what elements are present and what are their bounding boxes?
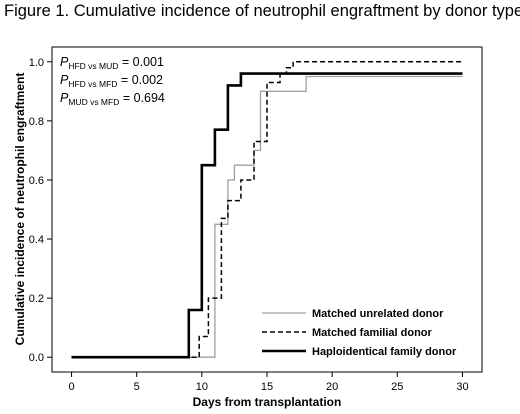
- p-value-annotations: PHFD vs MUD = 0.001 PHFD vs MFD = 0.002 PM…: [60, 55, 165, 107]
- legend-label-matched-unrelated-donor: Matched unrelated donor: [312, 308, 444, 320]
- legend-label-matched-familial-donor: Matched familial donor: [312, 327, 433, 339]
- x-tick-label: 25: [391, 381, 403, 393]
- legend-label-haploidentical-family-donor: Haploidentical family donor: [312, 346, 457, 358]
- x-axis-title: Days from transplantation: [193, 395, 342, 409]
- x-tick-label: 15: [261, 381, 273, 393]
- y-tick-label: 1.0: [29, 57, 44, 69]
- series-line-haploidentical-family-donor: [71, 72, 463, 359]
- x-tick-label: 5: [134, 381, 140, 393]
- p-value-line: PHFD vs MFD = 0.002: [60, 73, 163, 89]
- y-tick-label: 0.4: [29, 234, 44, 246]
- p-value-line: PHFD vs MUD = 0.001: [60, 55, 164, 71]
- p-value-line: PMUD vs MFD = 0.694: [60, 91, 165, 107]
- legend: Matched unrelated donor Matched familial …: [262, 308, 457, 358]
- figure-title: Figure 1. Cumulative incidence of neutro…: [4, 2, 520, 20]
- y-tick-label: 0.0: [29, 352, 44, 364]
- y-tick-label: 0.6: [29, 175, 44, 187]
- y-axis-title: Cumulative incidence of neutrophil engra…: [13, 73, 27, 346]
- series-line-matched-familial-donor: [71, 61, 463, 358]
- x-axis: 0 5 10 15 20 25 30: [68, 372, 469, 393]
- series-layer: [71, 61, 463, 359]
- y-tick-label: 0.8: [29, 116, 44, 128]
- y-axis: 0.0 0.2 0.4 0.6 0.8 1.0: [29, 57, 52, 364]
- x-tick-label: 10: [196, 381, 208, 393]
- x-tick-label: 20: [326, 381, 338, 393]
- series-line-matched-unrelated-donor: [71, 75, 463, 358]
- y-tick-label: 0.2: [29, 293, 44, 305]
- x-tick-label: 0: [68, 381, 74, 393]
- x-tick-label: 30: [456, 381, 468, 393]
